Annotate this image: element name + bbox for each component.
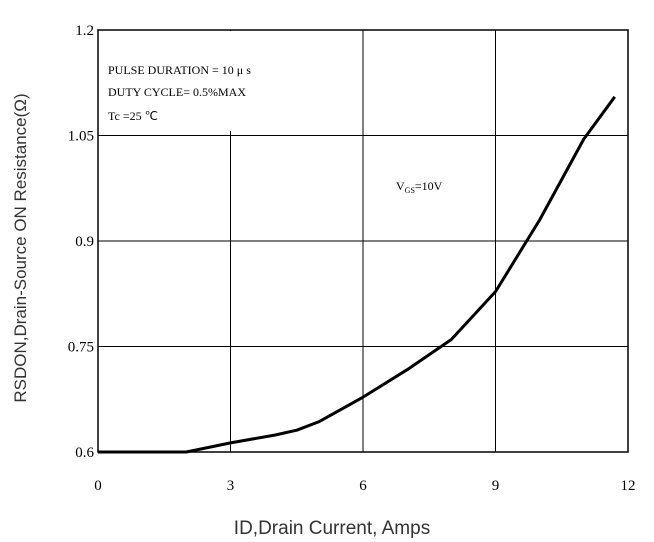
annotation: PULSE DURATION = 10 μ s (108, 63, 251, 77)
plot-frame (97, 29, 629, 453)
x-tick-label: 9 (492, 478, 500, 494)
x-axis-label: ID,Drain Current, Amps (234, 518, 430, 539)
x-tick-label: 12 (621, 478, 636, 494)
curve-label-part: =10V (415, 179, 443, 193)
data-line (98, 95, 616, 454)
y-tick-label: 0.6 (75, 445, 94, 461)
curve-label-part: V (396, 179, 405, 193)
annotation-box (99, 31, 331, 131)
y-tick-label: 1.2 (75, 23, 94, 39)
curve-label: VGS=10V (396, 179, 443, 195)
annotation: DUTY CYCLE= 0.5%MAX (108, 85, 246, 99)
x-tick-label: 3 (227, 478, 235, 494)
y-tick-label: 0.75 (68, 340, 94, 356)
x-tick-label: 6 (359, 478, 367, 494)
annotation: Tc =25 ℃ (108, 109, 158, 123)
y-axis-label: RSDON,Drain-Source ON Resistance(Ω) (11, 93, 30, 402)
y-tick-label: 0.9 (75, 234, 94, 250)
y-tick-label: 1.05 (68, 129, 94, 145)
x-tick-label: 0 (94, 478, 102, 494)
curve-label-part: GS (405, 186, 415, 195)
